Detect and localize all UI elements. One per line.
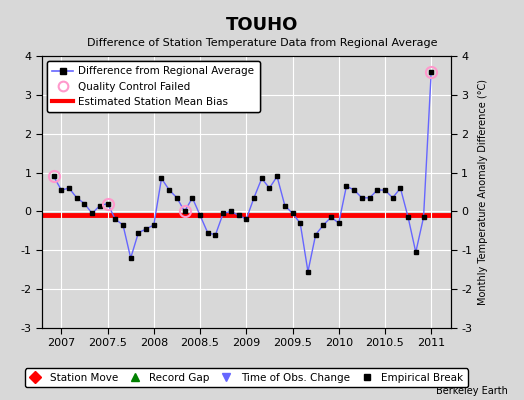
Text: Difference of Station Temperature Data from Regional Average: Difference of Station Temperature Data f… (87, 38, 437, 48)
Legend: Difference from Regional Average, Quality Control Failed, Estimated Station Mean: Difference from Regional Average, Qualit… (47, 61, 259, 112)
Y-axis label: Monthly Temperature Anomaly Difference (°C): Monthly Temperature Anomaly Difference (… (478, 79, 488, 305)
Legend: Station Move, Record Gap, Time of Obs. Change, Empirical Break: Station Move, Record Gap, Time of Obs. C… (25, 368, 467, 387)
Text: Berkeley Earth: Berkeley Earth (436, 386, 508, 396)
Text: TOUHO: TOUHO (226, 16, 298, 34)
